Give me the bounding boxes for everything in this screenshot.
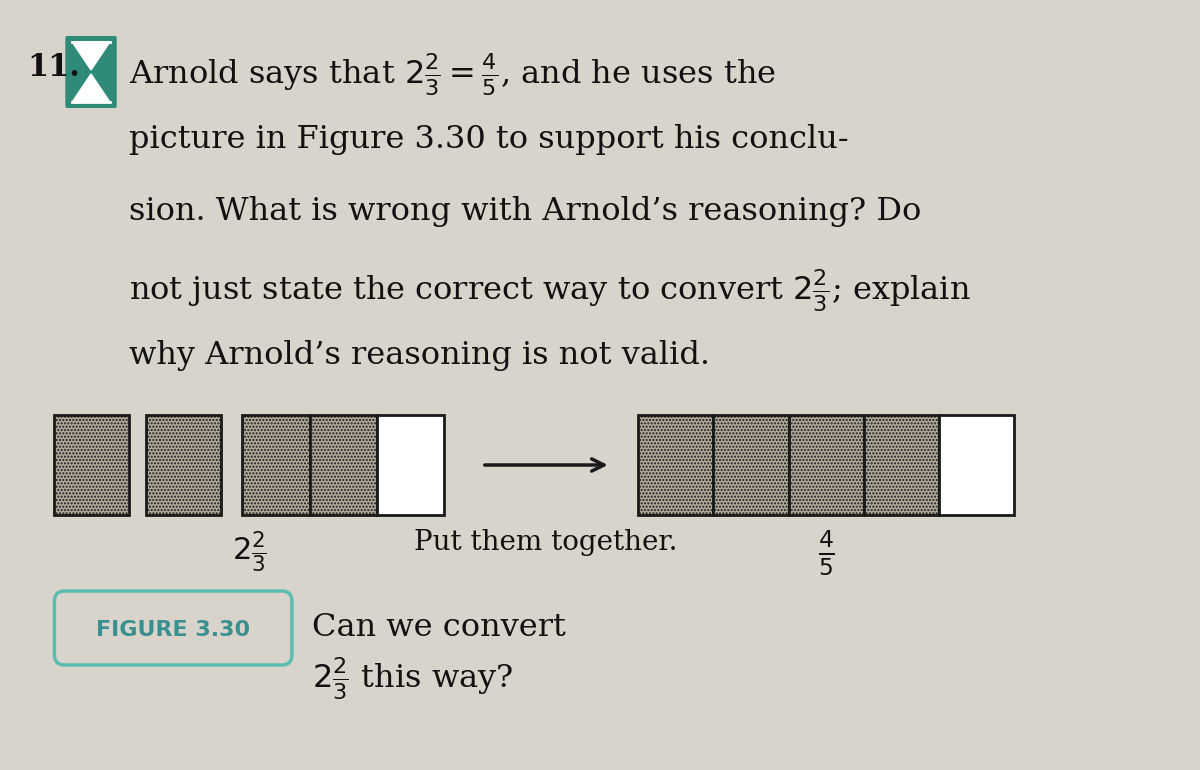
Text: not just state the correct way to convert $2\frac{2}{3}$; explain: not just state the correct way to conver…	[128, 268, 971, 314]
Bar	[310, 415, 377, 515]
Text: Put them together.: Put them together.	[414, 529, 678, 556]
Text: picture in Figure 3.30 to support his conclu-: picture in Figure 3.30 to support his co…	[128, 124, 848, 155]
Text: sion. What is wrong with Arnold’s reasoning? Do: sion. What is wrong with Arnold’s reason…	[128, 196, 922, 227]
FancyBboxPatch shape	[54, 591, 292, 665]
FancyBboxPatch shape	[65, 36, 116, 108]
Text: 11.: 11.	[28, 52, 80, 83]
Bar	[54, 415, 128, 515]
Text: FIGURE 3.30: FIGURE 3.30	[96, 620, 251, 640]
Bar	[638, 415, 714, 515]
Polygon shape	[72, 42, 110, 70]
Text: $2\frac{2}{3}$ this way?: $2\frac{2}{3}$ this way?	[312, 656, 512, 702]
Text: Can we convert: Can we convert	[312, 612, 565, 643]
Text: Arnold says that $2\frac{2}{3} = \frac{4}{5}$, and he uses the: Arnold says that $2\frac{2}{3} = \frac{4…	[128, 52, 775, 99]
Polygon shape	[72, 74, 110, 102]
Text: $2\frac{2}{3}$: $2\frac{2}{3}$	[232, 529, 266, 574]
Bar	[940, 415, 1014, 515]
Bar	[864, 415, 940, 515]
Bar	[714, 415, 788, 515]
Text: $\frac{4}{5}$: $\frac{4}{5}$	[818, 529, 835, 578]
Bar	[788, 415, 864, 515]
Bar	[146, 415, 221, 515]
Bar	[242, 415, 310, 515]
Text: why Arnold’s reasoning is not valid.: why Arnold’s reasoning is not valid.	[128, 340, 709, 371]
Bar	[377, 415, 444, 515]
